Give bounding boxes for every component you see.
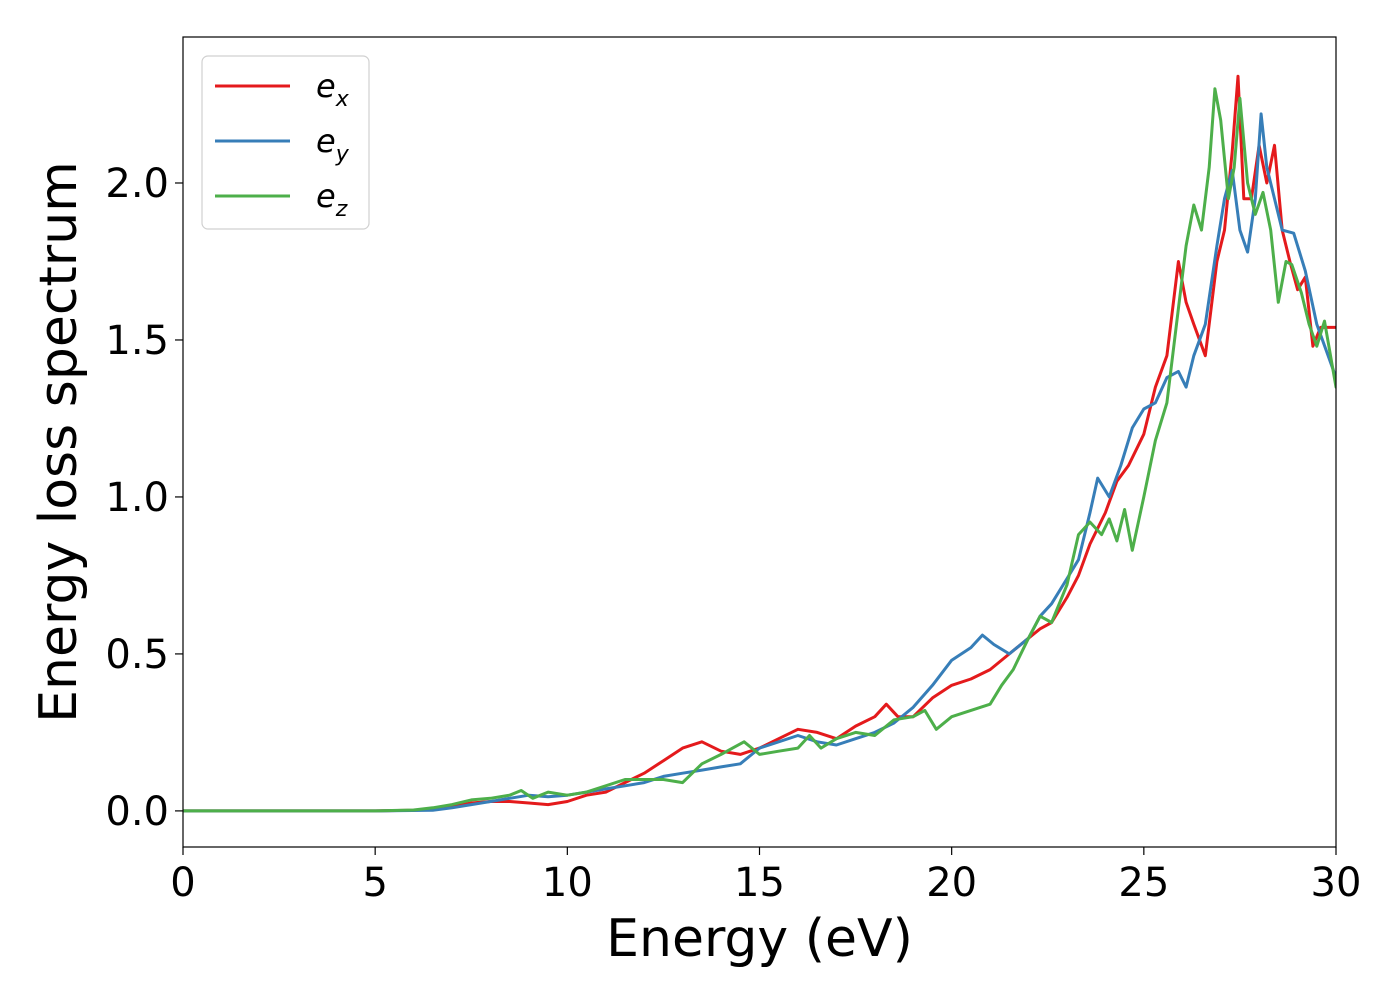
y-axis-label: Energy loss spectrum [29,161,89,723]
y-tick-label: 1.0 [105,475,169,521]
x-tick-label: 10 [542,860,593,906]
series-line-y [183,112,1336,813]
legend-label-y: ey [316,122,350,167]
y-tick-label: 1.5 [105,318,169,364]
ticks-layer: 0 5 10 15 20 25 30 0.0 0.5 1.0 1.5 2.0 [105,161,1361,906]
x-tick-label: 30 [1311,860,1362,906]
x-tick-label: 15 [734,860,785,906]
x-tick-label: 5 [362,860,387,906]
series-line-x [183,74,1336,813]
x-tick-label: 20 [926,860,977,906]
series-layer [183,74,1336,813]
x-axis-label: Energy (eV) [606,909,913,969]
series-line-z [183,87,1336,813]
x-tick-label: 0 [170,860,195,906]
legend-label-z: ez [316,177,348,222]
y-tick-label: 0.5 [105,632,169,678]
x-tick-label: 25 [1118,860,1169,906]
legend-label-x: ex [316,67,350,112]
legend: ex ey ez [201,55,370,230]
y-tick-label: 2.0 [105,161,169,207]
y-tick-label: 0.0 [105,789,169,835]
